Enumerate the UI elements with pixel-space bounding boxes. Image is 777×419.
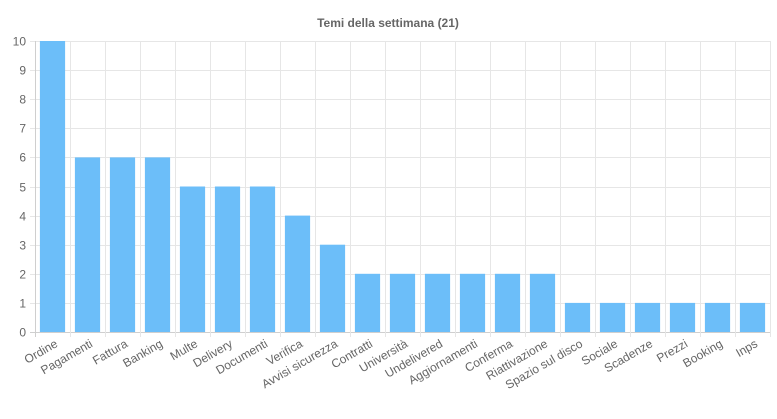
y-tick-label: 8 [19,93,26,107]
x-tick-label: Booking [680,336,725,370]
y-tick-label: 0 [19,326,26,340]
bar-universit-[interactable] [389,273,416,332]
bar-scadenze[interactable] [634,302,661,332]
chart-title: Temi della settimana (21) [317,16,459,30]
bar-contratti[interactable] [354,273,381,332]
bar-booking[interactable] [704,302,731,332]
bar-inps[interactable] [739,302,766,332]
bar-prezzi[interactable] [669,302,696,332]
bar-spazio-sul-disco[interactable] [564,302,591,332]
bar-pagamenti[interactable] [74,157,101,332]
bar-fattura[interactable] [109,157,136,332]
y-tick-label: 2 [19,268,26,282]
bar-delivery[interactable] [214,186,241,333]
bar-multe[interactable] [179,186,206,333]
bar-sociale[interactable] [599,302,626,332]
y-tick-label: 10 [13,35,27,49]
y-tick-label: 1 [19,297,26,311]
bar-avvisi-sicurezza[interactable] [319,244,346,332]
y-tick-label: 7 [19,122,26,136]
y-tick-label: 3 [19,239,26,253]
bar-documenti[interactable] [249,186,276,333]
y-tick-label: 9 [19,64,26,78]
bar-verifica[interactable] [284,215,311,332]
y-tick-label: 4 [19,210,26,224]
bar-riattivazione[interactable] [529,273,556,332]
bar-ordine[interactable] [39,41,66,332]
bar-conferma[interactable] [494,273,521,332]
bar-aggiornamenti[interactable] [459,273,486,332]
y-tick-label: 6 [19,151,26,165]
x-tick-label: Inps [733,336,760,359]
y-axis: 0 1 2 3 4 5 6 7 8 9 10 [13,35,27,340]
bar-layer [39,41,766,333]
x-tick-label: Banking [120,336,165,370]
bar-banking[interactable] [144,157,171,332]
bar-undelivered[interactable] [424,273,451,332]
y-tick-label: 5 [19,181,26,195]
